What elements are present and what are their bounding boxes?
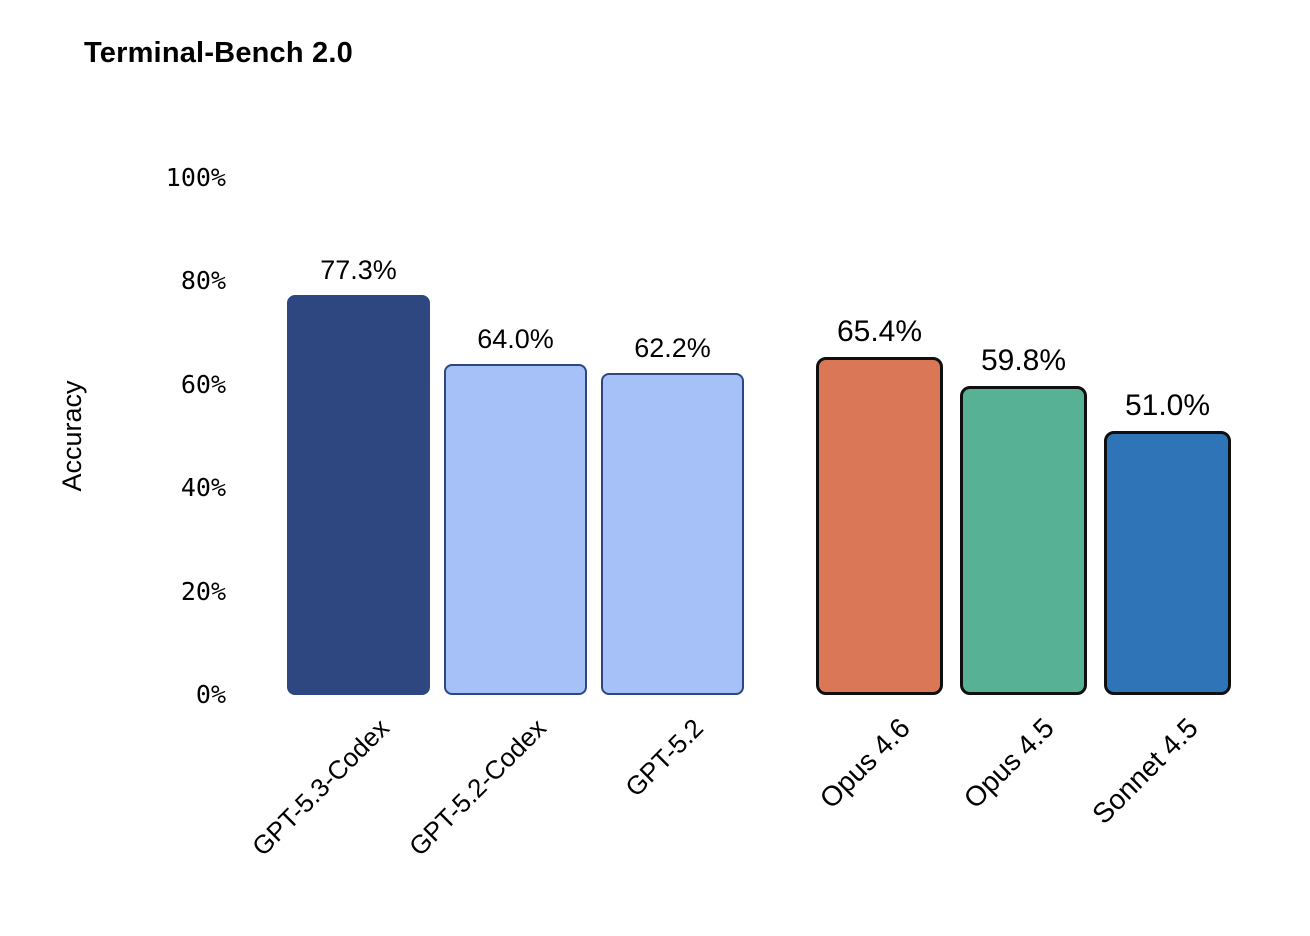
y-tick-label: 20%: [180, 576, 226, 606]
bar-value-label: 77.3%: [320, 255, 397, 286]
bar-value-label: 51.0%: [1124, 389, 1211, 423]
x-tick-label: Sonnet 4.5: [1085, 712, 1204, 830]
y-tick-label: 0%: [195, 680, 226, 709]
bar-opus-4.6: [816, 356, 943, 695]
y-tick-label: 80%: [180, 266, 226, 296]
bar-value-label: 65.4%: [836, 314, 923, 348]
bar-value-label: 62.2%: [634, 333, 711, 364]
bar-sonnet-4.5: [1104, 431, 1231, 695]
bar-gpt-5.3-codex: [287, 295, 430, 695]
bar-gpt-5.2-codex: [444, 364, 587, 695]
bar-gpt-5.2: [601, 373, 744, 695]
y-axis-label: Accuracy: [57, 380, 87, 492]
y-tick-label: 100%: [165, 163, 226, 192]
chart-title: Terminal-Bench 2.0: [84, 37, 353, 69]
bar-value-label: 59.8%: [980, 343, 1067, 377]
x-tick-label: GPT-5.2: [618, 712, 709, 803]
y-tick-label: 60%: [180, 369, 226, 399]
bar-value-label: 64.0%: [477, 324, 554, 355]
y-tick-label: 40%: [180, 473, 226, 503]
bar-opus-4.5: [960, 385, 1087, 695]
